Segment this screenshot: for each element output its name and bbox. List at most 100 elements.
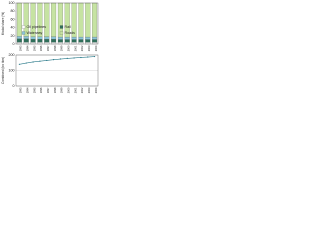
bar-segment bbox=[92, 39, 98, 43]
legend-label: Rail bbox=[65, 25, 71, 29]
y-tick-label: 60 bbox=[11, 17, 15, 21]
bar-segment bbox=[92, 2, 98, 38]
bar-segment bbox=[23, 38, 29, 43]
bar-segment bbox=[64, 36, 70, 40]
bar-segment bbox=[37, 38, 43, 43]
legend-label: Oil pipelines bbox=[27, 25, 47, 29]
bar-segment bbox=[37, 42, 43, 45]
x-tick-label: 1998 bbox=[53, 45, 57, 51]
point bbox=[39, 60, 41, 62]
x-tick-label: 1994 bbox=[25, 45, 29, 51]
x-tick-label: 2002 bbox=[80, 45, 84, 51]
bar-segment bbox=[30, 42, 36, 45]
legend-label: Roads bbox=[65, 31, 76, 35]
point bbox=[18, 63, 21, 65]
y-tick-label: 200 bbox=[9, 53, 15, 57]
x-tick-label: 1993 bbox=[19, 87, 23, 93]
point bbox=[46, 59, 48, 62]
x-tick-label: 1997 bbox=[46, 87, 50, 93]
bar-segment bbox=[37, 36, 43, 40]
x-tick-label: 1994 bbox=[25, 87, 29, 93]
point bbox=[59, 58, 62, 60]
point bbox=[80, 56, 82, 59]
plot-frame bbox=[15, 54, 99, 87]
bar-segment bbox=[16, 42, 22, 45]
bar-segment bbox=[64, 39, 70, 43]
x-tick-label: 2000 bbox=[66, 45, 70, 51]
y-tick-label: 100 bbox=[9, 1, 15, 5]
x-tick-label: 1999 bbox=[60, 45, 64, 51]
bar-segment bbox=[16, 38, 22, 43]
legend-swatch bbox=[21, 31, 26, 35]
bar-segment bbox=[16, 2, 22, 37]
bar-segment bbox=[51, 2, 57, 37]
line bbox=[19, 56, 95, 65]
bar-segment bbox=[85, 42, 91, 45]
y-axis-title: Modal share (%) bbox=[1, 12, 5, 35]
y-tick-label: 0 bbox=[13, 42, 15, 46]
point bbox=[93, 55, 96, 58]
bar-segment bbox=[85, 39, 91, 43]
bar-segment bbox=[78, 2, 84, 38]
bar-segment bbox=[85, 2, 91, 38]
bar-segment bbox=[71, 39, 77, 43]
point bbox=[66, 57, 68, 60]
bar-segment bbox=[30, 38, 36, 43]
bar-segment bbox=[44, 36, 50, 40]
x-tick-label: 2002 bbox=[80, 87, 84, 93]
bar-segment bbox=[92, 42, 98, 45]
bar-segment bbox=[78, 39, 84, 43]
x-tick-label: 2001 bbox=[73, 87, 77, 93]
bar-segment bbox=[23, 36, 29, 39]
bar-segment bbox=[30, 36, 36, 40]
point bbox=[73, 57, 75, 59]
bar-segment bbox=[57, 39, 63, 43]
legend-label: Waterway bbox=[27, 31, 43, 35]
bar-segment bbox=[71, 42, 77, 45]
point bbox=[25, 62, 27, 64]
x-tick-label: 1998 bbox=[53, 87, 57, 93]
bar-segment bbox=[16, 36, 22, 39]
x-tick-label: 1993 bbox=[19, 45, 23, 51]
point bbox=[52, 59, 55, 61]
bar-segment bbox=[85, 36, 91, 40]
y-tick-label: 100 bbox=[9, 68, 15, 72]
bar-segment bbox=[64, 42, 70, 45]
x-tick-label: 2001 bbox=[73, 45, 77, 51]
bar-segment bbox=[57, 42, 63, 45]
y-tick-label: 0 bbox=[13, 84, 15, 88]
bar-segment bbox=[92, 36, 98, 40]
point bbox=[87, 56, 89, 58]
y-axis-title: Combined (bn tkm) bbox=[1, 57, 5, 84]
x-tick-label: 1995 bbox=[32, 45, 36, 51]
plot-frame bbox=[15, 2, 99, 45]
bar-segment bbox=[57, 36, 63, 40]
bar-segment bbox=[51, 42, 57, 45]
bar-segment bbox=[78, 36, 84, 40]
bar-segment bbox=[71, 36, 77, 40]
x-tick-label: 2004 bbox=[94, 45, 98, 51]
x-tick-label: 2004 bbox=[94, 87, 98, 93]
x-tick-label: 2003 bbox=[87, 45, 91, 51]
x-tick-label: 2000 bbox=[66, 87, 70, 93]
y-tick-label: 20 bbox=[11, 34, 15, 38]
x-tick-label: 1997 bbox=[46, 45, 50, 51]
x-tick-label: 1996 bbox=[39, 45, 43, 51]
y-tick-label: 80 bbox=[11, 9, 15, 13]
bar-segment bbox=[23, 42, 29, 45]
bar-segment bbox=[44, 42, 50, 45]
point bbox=[32, 61, 34, 63]
y-tick-label: 40 bbox=[11, 26, 15, 30]
x-tick-label: 1999 bbox=[60, 87, 64, 93]
bar-segment bbox=[51, 36, 57, 40]
legend-swatch bbox=[21, 25, 26, 29]
legend-swatch bbox=[59, 31, 64, 35]
legend-swatch bbox=[59, 25, 64, 29]
bar-segment bbox=[51, 38, 57, 43]
bar-segment bbox=[44, 2, 50, 37]
x-tick-label: 2003 bbox=[87, 87, 91, 93]
bar-segment bbox=[44, 38, 50, 43]
bar-segment bbox=[78, 42, 84, 45]
x-tick-label: 1995 bbox=[32, 87, 36, 93]
